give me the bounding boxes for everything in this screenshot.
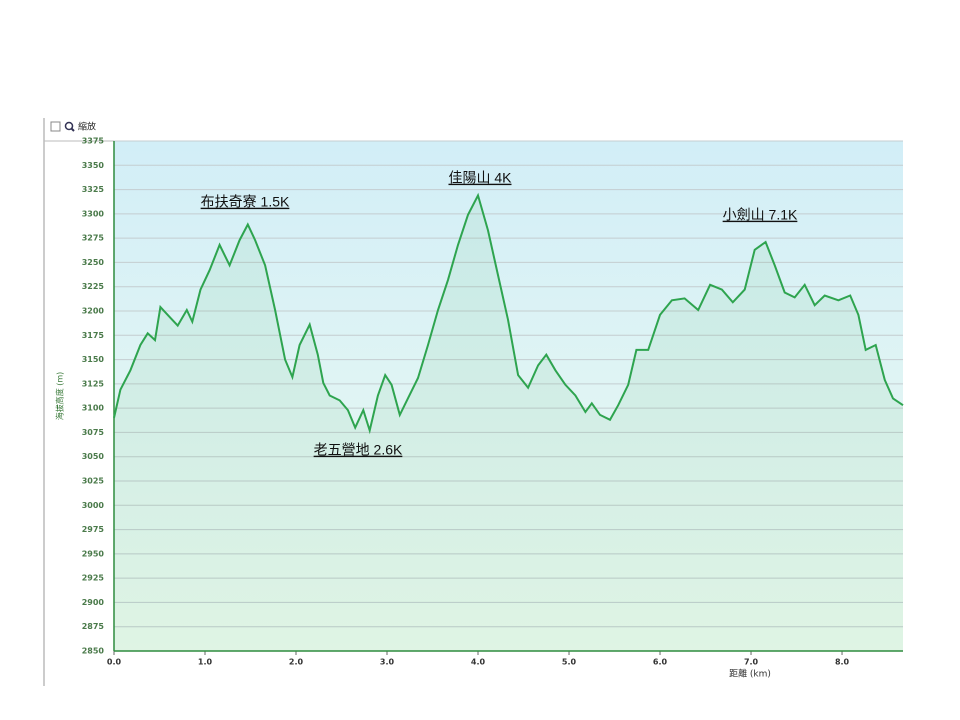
x-tick-label: 1.0 [198, 658, 213, 667]
y-tick-label: 3200 [82, 307, 105, 316]
annotation: 老五營地 2.6K [314, 442, 403, 458]
y-tick-label: 2850 [82, 647, 105, 656]
annotation: 小劍山 7.1K [723, 207, 798, 223]
y-tick-label: 2875 [82, 622, 105, 631]
y-tick-label: 3125 [82, 379, 105, 388]
y-tick-label: 3075 [82, 428, 105, 437]
y-tick-label: 3275 [82, 234, 105, 243]
annotation: 佳陽山 4K [448, 170, 512, 186]
y-tick-label: 3250 [82, 258, 105, 267]
y-tick-label: 2950 [82, 549, 105, 558]
annotation: 布扶奇寮 1.5K [201, 194, 290, 210]
y-tick-label: 3375 [82, 137, 105, 146]
x-tick-label: 5.0 [562, 658, 577, 667]
elevation-line [113, 192, 904, 435]
y-tick-label: 3300 [82, 209, 105, 218]
y-tick-label: 2975 [82, 525, 105, 534]
area-fill [114, 195, 903, 651]
y-tick-label: 3175 [82, 331, 105, 340]
x-tick-label: 6.0 [653, 658, 668, 667]
y-tick-label: 3025 [82, 477, 105, 486]
y-tick-label: 3325 [82, 185, 105, 194]
y-tick-label: 3225 [82, 282, 105, 291]
x-tick-label: 3.0 [380, 658, 395, 667]
checkbox[interactable] [50, 121, 61, 132]
zoom-icon [64, 121, 74, 131]
zoom-icon-handle [70, 127, 75, 132]
y-tick-label: 2900 [82, 598, 105, 607]
x-tick-label: 7.0 [744, 658, 759, 667]
zoom-label[interactable]: 縮放 [78, 121, 96, 133]
y-axis-title: 海拔高度 (m) [55, 372, 65, 421]
x-axis-title: 距離 (km) [729, 668, 771, 680]
y-tick-label: 3050 [82, 452, 105, 461]
x-tick-label: 4.0 [471, 658, 486, 667]
plot-area [114, 141, 903, 651]
x-tick-label: 8.0 [835, 658, 850, 667]
y-tick-label: 2925 [82, 574, 105, 583]
y-tick-label: 3100 [82, 404, 105, 413]
y-tick-label: 3350 [82, 161, 105, 170]
x-tick-label: 2.0 [289, 658, 304, 667]
y-tick-label: 3000 [82, 501, 105, 510]
x-tick-label: 0.0 [107, 658, 122, 667]
y-tick-label: 3150 [82, 355, 105, 364]
